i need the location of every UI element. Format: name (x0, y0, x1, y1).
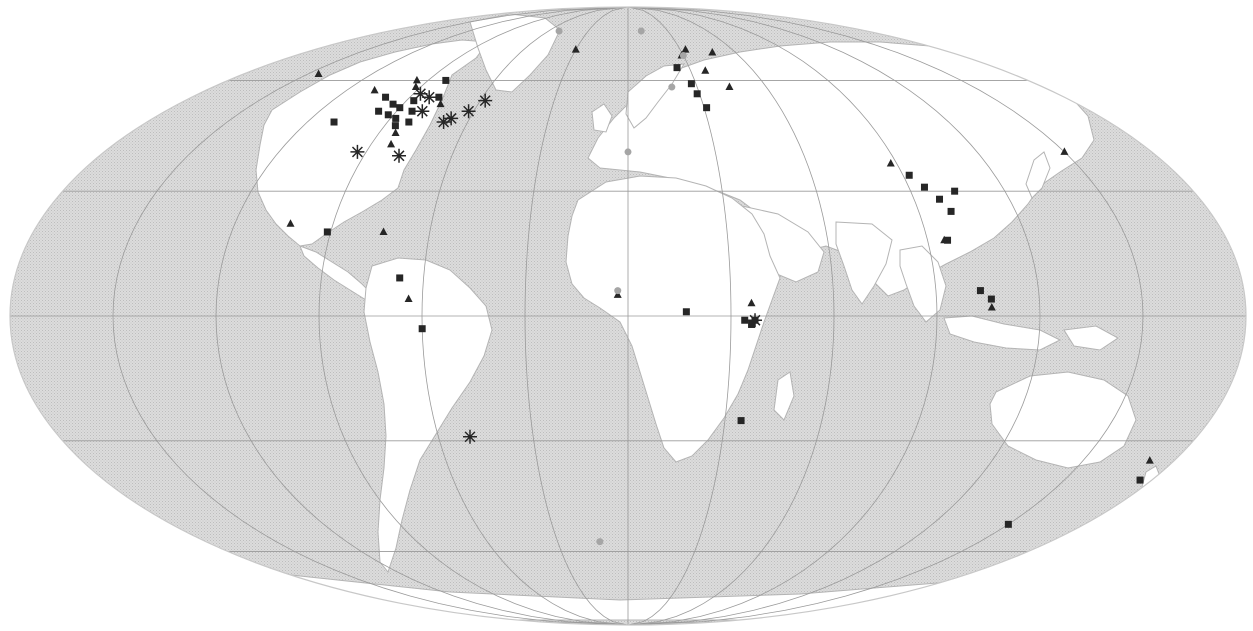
asterisk-marker (461, 104, 476, 119)
meridian-line (627, 7, 938, 625)
triangle-marker (391, 128, 400, 137)
meridian-line (112, 7, 629, 625)
square-marker (703, 104, 711, 112)
square-marker (392, 114, 400, 122)
triangle-marker (1145, 456, 1154, 464)
circle-marker (668, 83, 676, 91)
land-south-america (363, 257, 493, 574)
square-marker (435, 93, 443, 101)
triangle-marker (886, 159, 895, 167)
globe-outline (9, 6, 1247, 626)
circle-marker (637, 27, 645, 35)
square-marker (418, 325, 426, 333)
square-marker (1136, 476, 1144, 484)
square-marker (682, 308, 690, 316)
square-marker (737, 417, 745, 425)
square-marker (920, 183, 928, 191)
square-marker (442, 76, 450, 84)
square-marker (405, 118, 413, 126)
square-marker (391, 122, 399, 130)
triangle-marker (404, 294, 413, 303)
land-eurasia (587, 41, 1095, 297)
meridian-line (627, 7, 1144, 625)
land-greenland (469, 13, 561, 93)
meridian-line (318, 7, 629, 625)
square-marker (944, 236, 952, 244)
triangle-marker (708, 48, 717, 56)
meridian-line (627, 7, 835, 625)
triangle-marker (387, 139, 396, 148)
square-marker (375, 107, 383, 115)
square-marker (693, 90, 701, 98)
triangle-marker (987, 303, 996, 311)
square-marker (947, 207, 955, 215)
square-marker (396, 274, 404, 282)
triangle-marker (571, 45, 580, 53)
triangle-marker (681, 45, 690, 53)
meridian-line (421, 7, 629, 625)
circle-marker (679, 51, 687, 59)
asterisk-marker (436, 115, 451, 130)
graticule (10, 7, 1246, 625)
square-marker (987, 295, 995, 303)
triangle-marker (747, 298, 756, 307)
asterisk-marker (462, 429, 477, 444)
landmasses (59, 13, 1201, 621)
square-marker (396, 104, 404, 112)
asterisk-marker (478, 93, 493, 108)
asterisk-marker (350, 144, 365, 159)
asterisk-marker (413, 86, 428, 101)
circle-marker (624, 148, 632, 156)
land-madagascar (773, 371, 795, 421)
square-marker (382, 93, 390, 101)
square-marker (1004, 520, 1012, 528)
triangle-marker (1060, 147, 1069, 155)
meridian-line (627, 7, 1041, 625)
circle-marker (555, 27, 563, 35)
square-marker (673, 64, 681, 72)
markers (286, 27, 1154, 546)
square-marker (741, 316, 749, 324)
triangle-marker (701, 66, 710, 74)
asterisk-marker (415, 104, 430, 119)
asterisk-marker (422, 90, 437, 105)
square-marker (410, 97, 418, 105)
triangle-marker (940, 235, 949, 244)
square-marker (384, 111, 392, 119)
square-marker (389, 100, 397, 108)
square-marker (936, 195, 944, 203)
land-scandinavia (625, 63, 685, 129)
square-marker (905, 171, 913, 179)
land-british-isles (591, 103, 613, 133)
square-marker (323, 228, 331, 236)
square-marker (687, 80, 695, 88)
meridian-line (215, 7, 629, 625)
asterisk-marker (748, 313, 763, 328)
triangle-marker (436, 99, 445, 108)
circle-marker (596, 538, 604, 546)
triangle-marker (411, 82, 420, 91)
asterisk-marker (444, 111, 459, 126)
asterisk-marker (392, 148, 407, 163)
land-australia (989, 371, 1137, 469)
triangle-marker (314, 69, 323, 77)
land-africa (565, 175, 781, 463)
circle-marker (614, 287, 622, 295)
triangle-marker (412, 75, 421, 84)
square-marker (976, 287, 984, 295)
land-new-guinea (1063, 325, 1119, 351)
land-indonesia (943, 315, 1062, 351)
land-india (835, 221, 893, 305)
triangle-marker (370, 85, 379, 94)
triangle-marker (725, 82, 734, 91)
triangle-marker (286, 219, 295, 227)
meridian-line (524, 7, 629, 625)
square-marker (951, 187, 959, 195)
square-marker (408, 107, 416, 115)
land-japan (1025, 151, 1051, 199)
square-marker (330, 118, 338, 126)
triangle-marker (379, 227, 388, 235)
